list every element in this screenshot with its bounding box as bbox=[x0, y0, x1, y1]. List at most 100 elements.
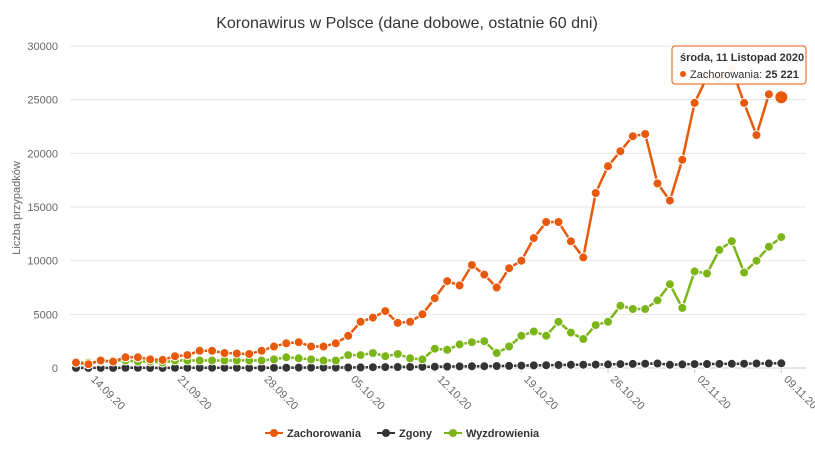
data-point[interactable] bbox=[664, 279, 675, 290]
data-point[interactable] bbox=[367, 348, 378, 358]
data-point[interactable] bbox=[603, 161, 613, 172]
data-point[interactable] bbox=[293, 362, 304, 373]
data-point[interactable] bbox=[355, 350, 366, 361]
data-point[interactable] bbox=[466, 260, 477, 270]
data-point[interactable] bbox=[528, 360, 539, 371]
data-point[interactable] bbox=[343, 350, 354, 361]
data-point[interactable] bbox=[664, 195, 675, 206]
legend-item-zgony[interactable]: Zgony bbox=[377, 428, 433, 440]
data-point[interactable] bbox=[343, 330, 354, 341]
data-point[interactable] bbox=[565, 359, 576, 370]
data-point[interactable] bbox=[306, 362, 317, 373]
data-point[interactable] bbox=[615, 359, 626, 370]
data-point[interactable] bbox=[763, 89, 774, 100]
data-point[interactable] bbox=[231, 348, 242, 359]
data-point[interactable] bbox=[454, 361, 465, 372]
data-point[interactable] bbox=[541, 360, 552, 371]
data-point[interactable] bbox=[466, 361, 477, 372]
data-point[interactable] bbox=[763, 358, 774, 369]
data-point[interactable] bbox=[504, 341, 515, 352]
data-point[interactable] bbox=[504, 360, 515, 371]
data-point[interactable] bbox=[405, 353, 416, 364]
data-point[interactable] bbox=[132, 352, 143, 363]
data-point[interactable] bbox=[454, 280, 465, 291]
data-point[interactable] bbox=[405, 316, 416, 327]
data-point[interactable] bbox=[380, 351, 391, 362]
data-point[interactable] bbox=[343, 362, 354, 373]
data-point[interactable] bbox=[702, 359, 712, 369]
data-point[interactable] bbox=[256, 355, 267, 366]
data-point[interactable] bbox=[367, 312, 378, 323]
data-point[interactable] bbox=[170, 351, 180, 362]
data-point[interactable] bbox=[640, 129, 651, 139]
data-point[interactable] bbox=[429, 343, 440, 354]
data-point[interactable] bbox=[392, 317, 403, 328]
data-point[interactable] bbox=[417, 354, 428, 365]
data-point[interactable] bbox=[306, 341, 317, 352]
data-point[interactable] bbox=[491, 361, 502, 371]
data-point[interactable] bbox=[590, 359, 601, 370]
data-point[interactable] bbox=[578, 334, 589, 344]
data-point[interactable] bbox=[367, 362, 378, 373]
data-point[interactable] bbox=[108, 356, 119, 367]
data-point[interactable] bbox=[627, 304, 638, 314]
data-point[interactable] bbox=[269, 354, 279, 365]
data-point[interactable] bbox=[145, 354, 156, 365]
data-point[interactable] bbox=[516, 360, 527, 371]
data-point[interactable] bbox=[652, 295, 663, 306]
data-point[interactable] bbox=[244, 349, 255, 359]
data-point[interactable] bbox=[479, 336, 490, 347]
data-point[interactable] bbox=[429, 293, 440, 304]
data-point[interactable] bbox=[776, 358, 787, 369]
data-point[interactable] bbox=[466, 337, 477, 348]
data-point[interactable] bbox=[504, 263, 515, 274]
data-point[interactable] bbox=[479, 269, 490, 280]
data-point[interactable] bbox=[726, 358, 737, 369]
data-point[interactable] bbox=[194, 345, 205, 356]
data-point[interactable] bbox=[652, 178, 663, 189]
data-point[interactable] bbox=[269, 341, 279, 352]
data-point[interactable] bbox=[776, 232, 787, 243]
data-point[interactable] bbox=[207, 355, 218, 366]
data-point[interactable] bbox=[405, 361, 416, 372]
data-point[interactable] bbox=[281, 338, 292, 349]
data-point[interactable] bbox=[627, 131, 638, 142]
data-point[interactable] bbox=[702, 268, 712, 279]
hovered-point[interactable] bbox=[773, 89, 790, 106]
data-point[interactable] bbox=[640, 304, 651, 314]
data-point[interactable] bbox=[392, 362, 403, 372]
data-point[interactable] bbox=[714, 244, 725, 255]
data-point[interactable] bbox=[194, 355, 205, 366]
data-point[interactable] bbox=[615, 146, 626, 157]
data-point[interactable] bbox=[330, 338, 341, 349]
data-point[interactable] bbox=[330, 355, 341, 366]
data-point[interactable] bbox=[677, 154, 688, 165]
data-point[interactable] bbox=[429, 361, 440, 372]
data-point[interactable] bbox=[689, 97, 700, 108]
data-point[interactable] bbox=[355, 362, 366, 373]
data-point[interactable] bbox=[726, 236, 737, 247]
data-point[interactable] bbox=[318, 341, 329, 352]
legend-item-zachorowania[interactable]: Zachorowania bbox=[265, 428, 362, 440]
data-point[interactable] bbox=[95, 355, 106, 366]
data-point[interactable] bbox=[739, 358, 750, 369]
legend-item-wyzdrowienia[interactable]: Wyzdrowienia bbox=[444, 428, 540, 440]
data-point[interactable] bbox=[640, 358, 651, 369]
data-point[interactable] bbox=[516, 255, 527, 266]
data-point[interactable] bbox=[739, 267, 750, 278]
data-point[interactable] bbox=[442, 361, 453, 372]
data-point[interactable] bbox=[479, 361, 490, 372]
data-point[interactable] bbox=[677, 302, 688, 313]
data-point[interactable] bbox=[281, 352, 292, 363]
data-point[interactable] bbox=[627, 358, 638, 369]
data-point[interactable] bbox=[677, 359, 688, 370]
data-point[interactable] bbox=[293, 337, 304, 348]
data-point[interactable] bbox=[751, 358, 762, 369]
data-point[interactable] bbox=[553, 217, 564, 227]
data-point[interactable] bbox=[553, 360, 564, 370]
data-point[interactable] bbox=[491, 282, 502, 293]
data-point[interactable] bbox=[578, 252, 589, 263]
data-point[interactable] bbox=[207, 345, 218, 356]
data-point[interactable] bbox=[541, 330, 552, 341]
data-point[interactable] bbox=[392, 349, 403, 359]
